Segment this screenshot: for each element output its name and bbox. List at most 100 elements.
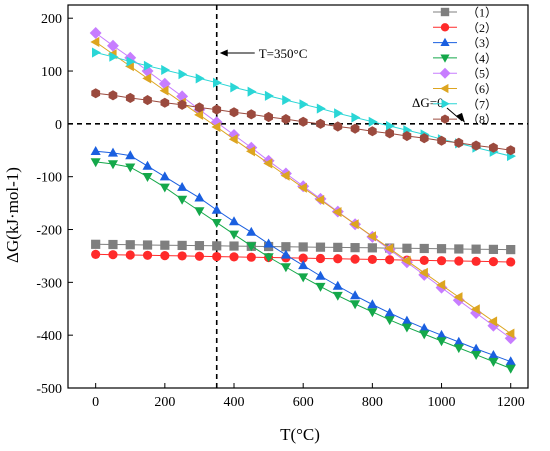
series-2-point — [91, 249, 101, 259]
series-4-point — [367, 308, 378, 318]
legend-label-1: （1） — [467, 6, 497, 20]
series-4-point — [211, 219, 222, 228]
series-7-point — [109, 51, 119, 62]
series-3-point — [159, 171, 170, 181]
series-6-point — [488, 316, 498, 327]
series-6-point — [315, 194, 325, 205]
series-7-point — [351, 112, 361, 123]
series-1-point — [506, 244, 516, 255]
series-1-point — [333, 242, 343, 252]
series-2-point — [419, 255, 429, 265]
series-8-point — [437, 135, 446, 146]
series-1-point — [177, 240, 187, 251]
series-8-point — [333, 121, 343, 132]
series-3-point — [419, 323, 430, 332]
series-8-point — [264, 111, 273, 123]
series-2-point — [385, 255, 395, 265]
series-4-point — [229, 230, 240, 240]
series-7-point — [247, 86, 257, 97]
x-tick-label: 800 — [362, 395, 383, 410]
x-tick-label: 1000 — [428, 395, 456, 410]
series-6-point — [263, 158, 273, 169]
series-4-point — [384, 316, 395, 326]
series-4-point — [159, 183, 170, 193]
series-1-point — [194, 241, 205, 251]
series-3-point — [263, 238, 274, 248]
y-tick-label: -200 — [36, 224, 62, 239]
series-8-point — [229, 107, 239, 118]
series-1-point — [350, 243, 360, 253]
series-4-point — [142, 173, 153, 182]
series-2-point — [333, 254, 343, 264]
series-4-point — [280, 263, 291, 273]
legend-marker-2 — [440, 23, 450, 32]
ref-y-arrow-head — [456, 112, 465, 123]
series-7-point — [230, 82, 240, 93]
series-8-point — [454, 137, 464, 148]
y-tick-label: 0 — [55, 118, 62, 133]
series-2-point — [177, 251, 187, 261]
series-7-point — [143, 60, 153, 71]
series-4-point — [419, 330, 430, 340]
series-4-point — [177, 195, 188, 205]
series-6-point — [246, 146, 255, 157]
legend-label-6: （6） — [467, 82, 497, 96]
series-8-point — [143, 95, 152, 106]
series-3-point — [90, 146, 101, 155]
series-3-point — [211, 204, 222, 214]
y-tick-label: 200 — [41, 12, 62, 27]
series-8-point — [368, 126, 377, 137]
series-7-point — [126, 56, 136, 67]
series-5-point — [158, 77, 171, 90]
series-3-point — [436, 329, 447, 339]
series-2-point — [108, 250, 118, 260]
series-8-point — [350, 123, 360, 134]
series-1-point — [419, 243, 429, 254]
series-7-point — [161, 64, 171, 75]
legend-label-7: （7） — [467, 97, 497, 111]
series-6-point — [470, 304, 480, 315]
series-4-point — [401, 323, 412, 333]
ref-x-label: T=350°C — [259, 46, 308, 61]
series-3-point — [107, 147, 118, 157]
series-8-point — [160, 97, 170, 108]
series-2-point — [125, 250, 135, 260]
series-4-point — [315, 282, 326, 292]
series-3-point — [367, 299, 378, 309]
series-7-point — [264, 90, 274, 101]
series-4-point — [246, 242, 257, 252]
series-4-point — [453, 344, 464, 354]
series-6-point — [125, 61, 134, 72]
series-8-point — [316, 118, 325, 129]
x-tick-label: 1200 — [497, 395, 525, 410]
series-2-point — [367, 254, 377, 265]
series-6-point — [211, 122, 221, 133]
series-1-point — [281, 242, 291, 252]
series-6-point — [194, 109, 204, 120]
series-1-point — [91, 239, 101, 249]
series-2-point — [142, 250, 153, 260]
legend-marker-7 — [441, 99, 450, 109]
series-7-point — [316, 103, 326, 114]
series-3-point — [315, 270, 326, 280]
series-1-point — [488, 244, 499, 254]
series-6-point — [453, 292, 463, 303]
ref-x-arrow-head — [219, 49, 228, 57]
series-1-point — [315, 242, 326, 252]
series-4-point — [436, 337, 447, 347]
series-7-point — [92, 47, 101, 58]
series-3-point — [384, 307, 395, 317]
series-8-point — [385, 128, 394, 139]
series-3-point — [229, 216, 240, 226]
legend-marker-5 — [439, 67, 451, 79]
series-6-point — [436, 279, 446, 290]
series-3-point — [280, 249, 291, 259]
series-8-point — [298, 116, 308, 127]
series-2-point — [488, 257, 499, 267]
series-3-point — [298, 260, 309, 270]
series-2-point — [436, 256, 447, 266]
series-3-point — [350, 290, 361, 300]
y-tick-label: -500 — [36, 382, 62, 397]
series-2-point — [194, 251, 205, 261]
series-8-point — [195, 102, 204, 113]
